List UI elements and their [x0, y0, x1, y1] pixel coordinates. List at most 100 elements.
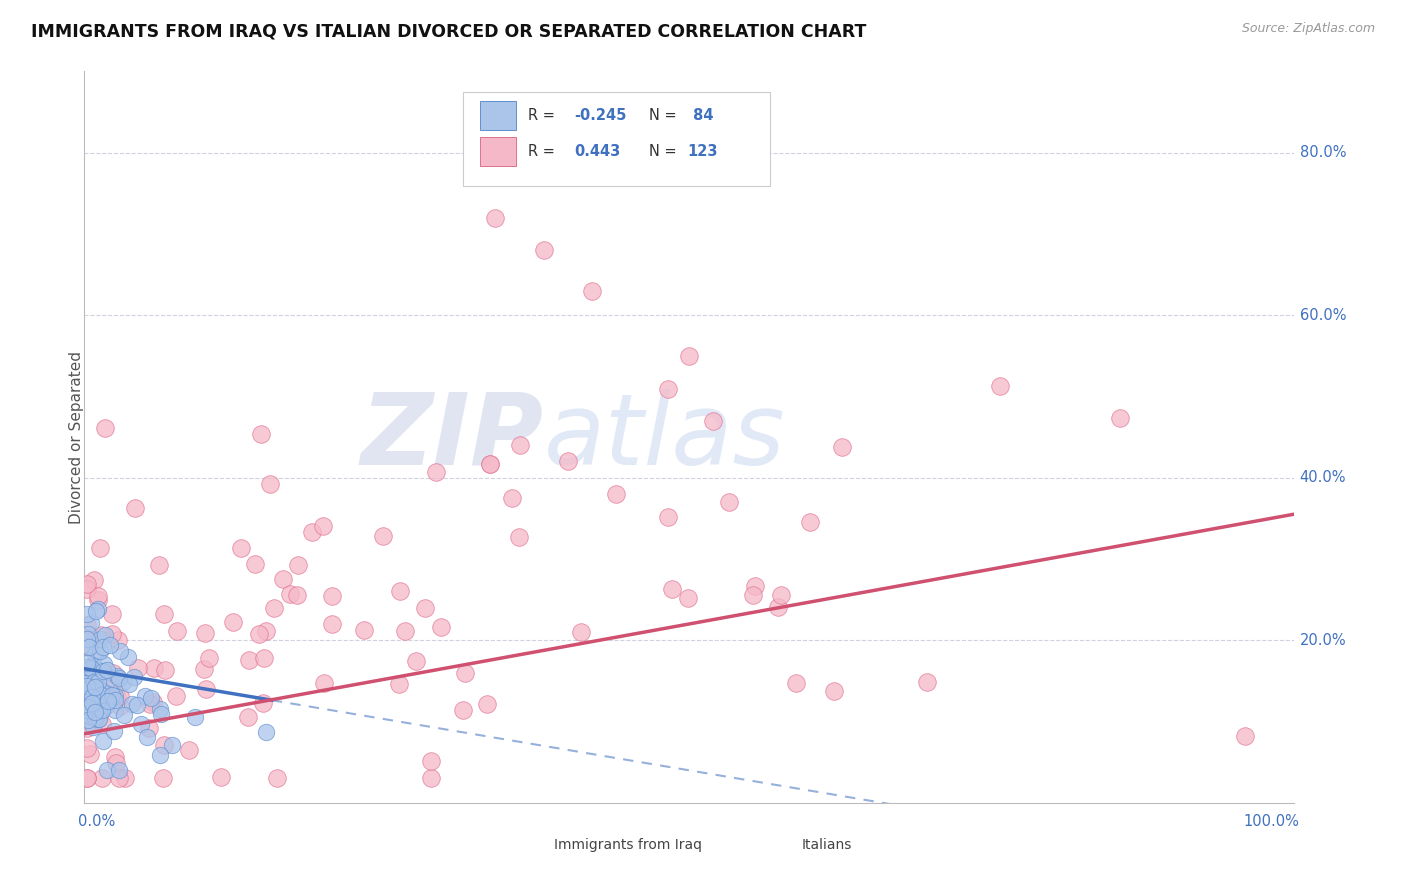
- Point: [131, 717, 153, 731]
- Point: [76, 640, 98, 654]
- Point: [91, 640, 114, 654]
- Point: [107, 668, 129, 682]
- Point: [97, 687, 120, 701]
- Point: [657, 382, 679, 396]
- Point: [83, 658, 105, 673]
- Point: [301, 524, 323, 539]
- Point: [823, 684, 845, 698]
- Point: [80, 672, 103, 686]
- Point: [104, 693, 127, 707]
- Text: 100.0%: 100.0%: [1244, 814, 1299, 829]
- Point: [104, 756, 127, 770]
- Point: [110, 644, 132, 658]
- Point: [134, 690, 156, 704]
- Text: 0.443: 0.443: [574, 145, 620, 160]
- Point: [83, 573, 105, 587]
- Point: [87, 589, 110, 603]
- Point: [717, 494, 740, 508]
- Text: 20.0%: 20.0%: [1299, 632, 1346, 648]
- Point: [321, 617, 343, 632]
- Point: [238, 652, 260, 666]
- FancyBboxPatch shape: [479, 137, 516, 167]
- Point: [76, 632, 98, 646]
- Point: [605, 487, 627, 501]
- Point: [117, 650, 139, 665]
- Point: [108, 690, 131, 704]
- Point: [273, 572, 295, 586]
- Point: [87, 674, 110, 689]
- Text: Immigrants from Iraq: Immigrants from Iraq: [554, 838, 702, 852]
- Point: [98, 678, 121, 692]
- Point: [76, 741, 98, 756]
- Point: [80, 615, 103, 630]
- Point: [557, 454, 579, 468]
- Point: [108, 671, 131, 685]
- Text: 0.0%: 0.0%: [79, 814, 115, 829]
- Point: [76, 722, 98, 736]
- Point: [166, 624, 188, 638]
- Point: [83, 674, 105, 689]
- Text: Italians: Italians: [801, 838, 852, 852]
- Point: [101, 607, 124, 621]
- Point: [89, 665, 111, 679]
- Point: [533, 243, 555, 257]
- Point: [247, 627, 270, 641]
- Point: [420, 772, 443, 786]
- Point: [107, 633, 129, 648]
- Point: [371, 529, 394, 543]
- Point: [153, 607, 176, 622]
- Point: [89, 632, 111, 646]
- Point: [90, 716, 112, 731]
- Point: [139, 697, 162, 711]
- Point: [108, 698, 131, 713]
- Point: [76, 627, 98, 641]
- Point: [388, 677, 411, 691]
- FancyBboxPatch shape: [479, 101, 516, 130]
- Point: [475, 697, 498, 711]
- Point: [143, 660, 166, 674]
- Point: [89, 643, 111, 657]
- FancyBboxPatch shape: [768, 835, 794, 855]
- Point: [76, 772, 98, 786]
- Point: [91, 703, 114, 717]
- Point: [479, 457, 502, 471]
- Point: [770, 588, 793, 602]
- Point: [76, 690, 98, 705]
- Point: [702, 414, 724, 428]
- Point: [76, 618, 98, 632]
- Point: [194, 625, 217, 640]
- Point: [1109, 411, 1132, 425]
- Point: [76, 660, 98, 674]
- Point: [79, 747, 101, 762]
- Point: [84, 711, 107, 725]
- FancyBboxPatch shape: [520, 835, 547, 855]
- Text: 123: 123: [688, 145, 718, 160]
- Point: [453, 665, 475, 680]
- Point: [112, 708, 135, 723]
- Point: [79, 709, 101, 723]
- Point: [90, 683, 112, 698]
- Point: [89, 706, 111, 721]
- Text: Source: ZipAtlas.com: Source: ZipAtlas.com: [1241, 22, 1375, 36]
- Point: [84, 672, 107, 686]
- Point: [77, 687, 100, 701]
- Point: [101, 689, 124, 703]
- Point: [76, 668, 98, 682]
- Point: [193, 662, 215, 676]
- Point: [104, 690, 127, 704]
- Point: [238, 710, 260, 724]
- Point: [125, 698, 148, 712]
- Point: [80, 690, 103, 705]
- Point: [76, 577, 98, 591]
- Text: 80.0%: 80.0%: [1299, 145, 1346, 161]
- Point: [179, 742, 201, 756]
- Point: [160, 738, 183, 752]
- Text: R =: R =: [529, 145, 564, 160]
- Point: [87, 593, 110, 607]
- Point: [988, 379, 1011, 393]
- Point: [678, 591, 700, 605]
- Point: [425, 465, 447, 479]
- Point: [165, 689, 187, 703]
- Point: [152, 772, 174, 786]
- Point: [108, 772, 131, 786]
